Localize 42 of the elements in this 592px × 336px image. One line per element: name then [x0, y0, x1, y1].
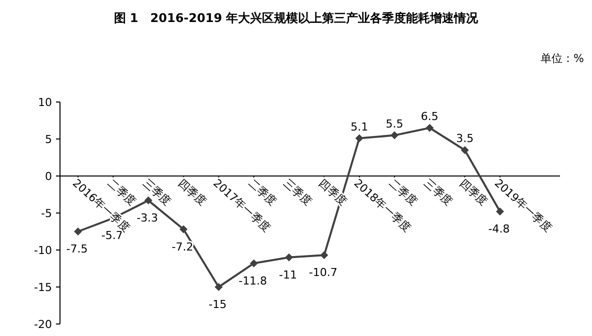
x-tick-label: 四季度 — [175, 176, 209, 208]
point — [250, 259, 258, 268]
y-tick-label: 0 — [45, 170, 52, 183]
x-tick-label: 二季度 — [246, 176, 280, 208]
x-tick-label: 三季度 — [140, 176, 174, 208]
data-label: -11 — [279, 268, 297, 282]
point — [355, 134, 364, 142]
x-tick-label: 三季度 — [422, 176, 455, 208]
data-label: -7.5 — [66, 242, 88, 256]
data-label: -10.7 — [308, 266, 338, 280]
y-tick-label: -10 — [34, 244, 52, 257]
point — [426, 124, 434, 132]
y-tick-label: -20 — [34, 318, 52, 331]
text: 单位：% — [540, 52, 584, 65]
y-tick-label: 5 — [45, 133, 52, 146]
data-label: 3.5 — [456, 132, 474, 146]
data-label: 5.1 — [350, 120, 368, 134]
y-tick-label: -5 — [41, 207, 52, 220]
x-tick-label: 二季度 — [105, 176, 138, 208]
point — [74, 228, 82, 236]
y-tick-label: 10 — [38, 96, 52, 109]
x-tick-label: 二季度 — [386, 176, 420, 208]
point — [460, 146, 469, 154]
point — [180, 225, 188, 234]
x-tick-label: 四季度 — [456, 176, 490, 208]
x-tick-label: 四季度 — [316, 176, 350, 208]
y-tick-label: -15 — [34, 281, 52, 294]
data-label: -7.2 — [172, 240, 194, 254]
point — [390, 131, 398, 140]
data-label: -15 — [208, 298, 227, 311]
point — [496, 208, 504, 216]
point — [285, 253, 293, 262]
data-label: -3.3 — [136, 211, 158, 224]
data-label: -11.8 — [238, 274, 268, 288]
data-label: -5.7 — [101, 229, 123, 242]
chart-title: 图 1 2016-2019 年大兴区规模以上第三产业各季度能耗增速情况 — [114, 11, 480, 25]
point — [320, 251, 328, 260]
data-label: 6.5 — [420, 110, 438, 123]
data-label: -4.8 — [488, 222, 510, 236]
data-label: 5.5 — [386, 117, 404, 130]
point — [214, 283, 223, 291]
x-tick-label: 三季度 — [280, 176, 314, 208]
